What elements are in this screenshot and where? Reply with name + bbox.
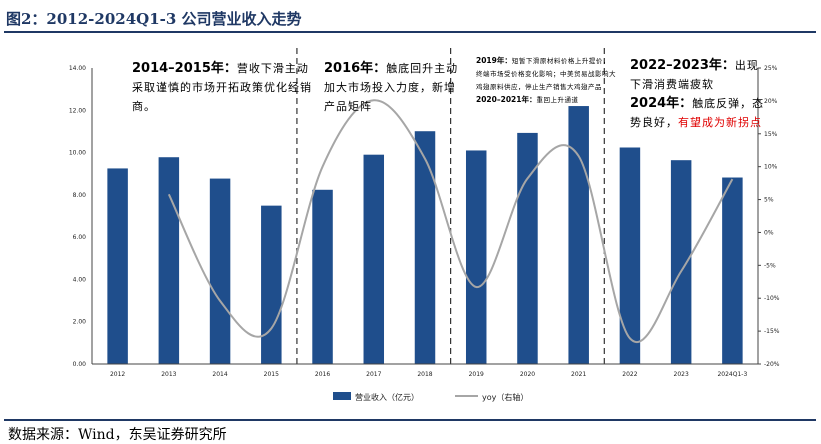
bar	[210, 179, 230, 364]
right-tick-label: 20%	[764, 98, 778, 105]
bar	[415, 131, 435, 364]
bar	[671, 160, 691, 364]
annotation-2020-2021-body: 重回上升通道	[537, 96, 579, 104]
left-tick-label: 12.00	[69, 107, 86, 114]
x-tick-label: 2016	[315, 371, 330, 378]
annotation-2024-head: 2024年：	[630, 96, 692, 111]
bar	[364, 155, 384, 364]
annotation-2016-head: 2016年：	[324, 61, 386, 76]
legend-bar-label: 营业收入（亿元）	[355, 392, 419, 402]
x-axis: 2012 2013 2014 2015 2016 2017 2018 2019 2020 2021…	[92, 364, 758, 378]
right-tick-label: -20%	[764, 361, 780, 368]
x-tick-label: 2019	[469, 371, 484, 378]
annotation-2014-2015-head: 2014–2015年：	[132, 61, 237, 76]
x-tick-label: 2020	[520, 371, 535, 378]
left-tick-label: 14.00	[69, 65, 86, 72]
annotation-2022-2023-head: 2022–2023年：	[630, 58, 735, 73]
left-tick-label: 6.00	[73, 234, 87, 241]
x-tick-label: 2012	[110, 371, 125, 378]
annotation-2020-2021-head: 2020–2021年：	[476, 95, 537, 104]
bar	[312, 190, 332, 364]
x-tick-label: 2023	[674, 371, 689, 378]
right-tick-label: 5%	[764, 197, 774, 204]
legend: 营业收入（亿元） yoy（右轴）	[333, 392, 528, 402]
right-tick-label: 25%	[764, 65, 778, 72]
right-tick-label: 0%	[764, 229, 774, 236]
bar	[107, 168, 127, 364]
bar-series	[107, 106, 742, 364]
annotation-2014-2015: 2014–2015年：营收下滑主动采取谨慎的市场开拓政策优化经销商。	[132, 57, 312, 114]
legend-bar-swatch	[333, 392, 351, 400]
x-tick-label: 2024Q1-3	[717, 371, 747, 378]
right-tick-label: 10%	[764, 164, 778, 171]
left-tick-label: 2.00	[73, 319, 87, 326]
bar	[159, 157, 179, 364]
bar	[620, 147, 640, 364]
bar	[722, 178, 742, 364]
legend-line-label: yoy（右轴）	[482, 392, 528, 402]
bar	[466, 150, 486, 364]
right-tick-label: -5%	[764, 262, 776, 269]
left-tick-label: 4.00	[73, 276, 87, 283]
annotation-2022-2024: 2022–2023年：出现下滑消费端疲软 2024年：触底反弹，态势良好，有望成…	[630, 55, 765, 131]
left-axis: 0.00 2.00 4.00 6.00 8.00 10.00 12.00 14.00	[69, 65, 92, 368]
annotation-2019-2021: 2019年：短暂下滑原材料价格上升提价，终端市场受价格变化影响；中美贸易战影响大…	[476, 53, 616, 105]
x-tick-label: 2015	[264, 371, 279, 378]
bar	[568, 106, 588, 364]
source-rule	[4, 419, 816, 421]
right-tick-label: 15%	[764, 131, 778, 138]
annotation-2024-highlight: 有望成为新拐点	[678, 116, 762, 129]
x-tick-label: 2018	[417, 371, 432, 378]
x-tick-label: 2021	[571, 371, 586, 378]
x-tick-label: 2013	[161, 371, 176, 378]
x-tick-label: 2017	[366, 371, 381, 378]
annotation-2016: 2016年：触底回升主动加大市场投入力度，新增产品矩阵	[324, 57, 464, 114]
bar	[517, 133, 537, 364]
figure-source: 数据来源：Wind，东吴证券研究所	[8, 424, 227, 444]
right-tick-label: -15%	[764, 328, 780, 335]
annotation-2019-head: 2019年：	[476, 56, 512, 65]
x-tick-label: 2014	[212, 371, 227, 378]
x-tick-label: 2022	[622, 371, 637, 378]
left-tick-label: 10.00	[69, 150, 86, 157]
left-tick-label: 8.00	[73, 192, 87, 199]
bar	[261, 206, 281, 364]
right-tick-label: -10%	[764, 295, 780, 302]
left-tick-label: 0.00	[73, 361, 87, 368]
